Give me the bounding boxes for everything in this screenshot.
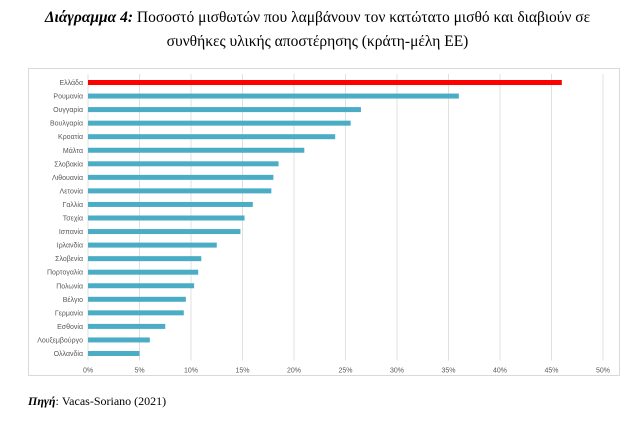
- category-label: Λετονία: [60, 187, 83, 195]
- category-label: Ολλανδία: [54, 350, 83, 358]
- category-label: Λιθουανία: [52, 174, 83, 182]
- bar: [88, 93, 459, 99]
- bar: [88, 134, 336, 140]
- category-label: Βουλγαρία: [50, 120, 83, 128]
- bar: [88, 337, 150, 343]
- category-label: Κροατία: [58, 133, 83, 141]
- source-label: Πηγή: [28, 394, 56, 408]
- bar: [88, 188, 272, 194]
- category-label: Τσεχία: [63, 215, 83, 223]
- category-label: Λουξεμβούργο: [37, 336, 83, 344]
- bar: [88, 174, 274, 180]
- figure-label: Διάγραμμα 4:: [44, 9, 134, 26]
- title-text-1: Ποσοστό μισθωτών που λαμβάνουν τον κατώτ…: [136, 9, 591, 26]
- category-label: Ισπανία: [59, 228, 83, 236]
- bar: [88, 229, 241, 235]
- bar: [88, 215, 245, 221]
- category-label: Σλοβακία: [54, 160, 83, 168]
- x-tick-label: 0%: [83, 368, 93, 375]
- bar: [88, 351, 140, 356]
- bar: [88, 256, 202, 262]
- bar: [88, 107, 361, 113]
- x-tick-label: 50%: [596, 368, 610, 375]
- x-tick-label: 15%: [235, 368, 249, 375]
- category-label: Γαλλία: [62, 201, 83, 209]
- bar: [88, 80, 562, 85]
- bar: [88, 323, 166, 329]
- category-label: Πορτογαλία: [47, 269, 83, 277]
- category-label: Ελλάδα: [59, 79, 83, 87]
- bar: [88, 242, 217, 248]
- bar: [88, 147, 305, 153]
- category-label: Εσθονία: [57, 323, 83, 331]
- x-tick-label: 35%: [441, 368, 455, 375]
- category-label: Γερμανία: [55, 309, 83, 317]
- x-tick-label: 40%: [493, 368, 507, 375]
- bar: [88, 161, 279, 167]
- chart-title: Διάγραμμα 4: Ποσοστό μισθωτών που λαμβάν…: [0, 6, 635, 54]
- bar: [88, 269, 199, 275]
- x-tick-label: 20%: [287, 368, 301, 375]
- category-label: Μάλτα: [63, 147, 83, 155]
- category-label: Ρουμανία: [53, 93, 83, 101]
- chart-area: 0% 5% 10% 15% 20% 25% 30% 35% 40% 45% 50% Ελλάδα Ρου…: [28, 68, 620, 376]
- x-tick-label: 30%: [390, 368, 404, 375]
- source-text: : Vacas-Soriano (2021): [55, 394, 167, 408]
- x-tick-label: 45%: [544, 368, 558, 375]
- source-note: Πηγή: Vacas-Soriano (2021): [28, 394, 166, 409]
- category-label: Βέλγιο: [63, 296, 83, 304]
- bar: [88, 310, 184, 316]
- x-tick-label: 5%: [134, 368, 144, 375]
- x-tick-label: 25%: [338, 368, 352, 375]
- bar-chart: 0% 5% 10% 15% 20% 25% 30% 35% 40% 45% 50% Ελλάδα Ρου…: [37, 74, 610, 375]
- bar: [88, 296, 186, 302]
- title-line-1: Διάγραμμα 4: Ποσοστό μισθωτών που λαμβάν…: [0, 6, 635, 30]
- bar: [88, 120, 351, 126]
- bar: [88, 283, 195, 289]
- title-line-2: συνθήκες υλικής αποστέρησης (κράτη-μέλη …: [166, 33, 469, 50]
- bar: [88, 201, 253, 207]
- category-label: Πολωνία: [56, 282, 83, 290]
- category-label: Ουγγαρία: [53, 106, 83, 114]
- category-label: Ιρλανδία: [57, 242, 83, 250]
- x-tick-label: 10%: [184, 368, 198, 375]
- category-label: Σλοβενία: [55, 255, 83, 263]
